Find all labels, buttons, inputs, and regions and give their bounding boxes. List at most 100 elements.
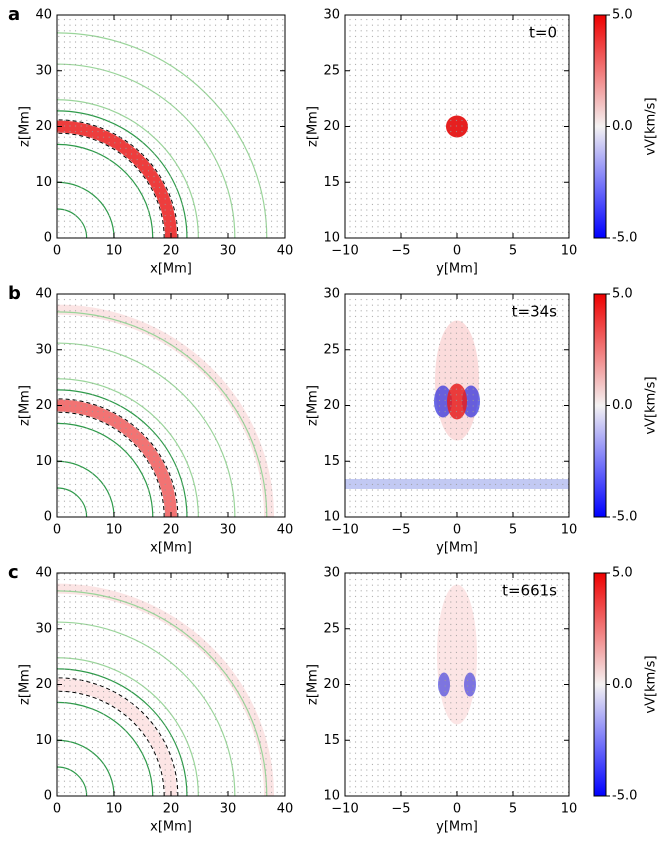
y-tick-label: 20 bbox=[35, 677, 52, 692]
y-axis-label: z[Mm] bbox=[306, 664, 321, 705]
y-tick-label: 0 bbox=[44, 231, 52, 246]
x-tick-label: 40 bbox=[277, 523, 294, 538]
y-tick-label: 40 bbox=[35, 287, 52, 302]
x-tick-label: 0 bbox=[53, 244, 61, 259]
y-axis-label: z[Mm] bbox=[306, 106, 321, 147]
x-tick-label: 40 bbox=[277, 802, 294, 817]
vector-grid bbox=[57, 294, 285, 517]
x-tick-label: 10 bbox=[561, 244, 578, 259]
colorbar bbox=[593, 572, 607, 797]
x-tick-label: 20 bbox=[163, 523, 180, 538]
y-tick-label: 30 bbox=[323, 287, 340, 302]
colorbar-tick-label: 5.0 bbox=[612, 287, 633, 302]
x-tick-label: 0 bbox=[53, 523, 61, 538]
x-tick-label: 30 bbox=[220, 244, 237, 259]
y-tick-label: 15 bbox=[323, 733, 340, 748]
y-tick-label: 20 bbox=[35, 398, 52, 413]
x-axis-label: x[Mm] bbox=[150, 820, 192, 835]
y-axis-label: z[Mm] bbox=[18, 385, 33, 426]
x-tick-label: 0 bbox=[453, 244, 461, 259]
colorbar bbox=[593, 293, 607, 518]
x-tick-label: 0 bbox=[453, 523, 461, 538]
colorbar-label: vV[km/s] bbox=[644, 376, 659, 434]
y-tick-label: 10 bbox=[323, 231, 340, 246]
x-tick-label: 5 bbox=[509, 244, 517, 259]
y-tick-label: 25 bbox=[323, 342, 340, 357]
y-tick-label: 30 bbox=[323, 8, 340, 23]
y-axis-label: z[Mm] bbox=[18, 106, 33, 147]
y-tick-label: 20 bbox=[323, 119, 340, 134]
y-tick-label: 20 bbox=[35, 119, 52, 134]
x-axis-label: x[Mm] bbox=[150, 262, 192, 277]
y-tick-label: 10 bbox=[35, 175, 52, 190]
x-tick-label: 20 bbox=[163, 802, 180, 817]
y-tick-label: 10 bbox=[35, 454, 52, 469]
x-axis-label: y[Mm] bbox=[436, 820, 478, 835]
x-tick-label: 10 bbox=[106, 802, 123, 817]
colorbar-tick-label: -5.0 bbox=[612, 789, 637, 804]
vector-grid bbox=[345, 294, 569, 517]
vector-grid bbox=[345, 15, 569, 238]
y-tick-label: 20 bbox=[323, 677, 340, 692]
y-tick-label: 30 bbox=[323, 566, 340, 581]
x-tick-label: 0 bbox=[453, 802, 461, 817]
y-tick-label: 40 bbox=[35, 566, 52, 581]
y-tick-label: 0 bbox=[44, 789, 52, 804]
vector-grid bbox=[57, 573, 285, 796]
colorbar-tick-label: 0.0 bbox=[612, 398, 633, 413]
plot-area bbox=[57, 573, 285, 796]
x-axis-label: y[Mm] bbox=[436, 262, 478, 277]
y-tick-label: 0 bbox=[44, 510, 52, 525]
y-tick-label: 30 bbox=[35, 63, 52, 78]
panel-label: a bbox=[8, 4, 20, 25]
x-tick-label: 10 bbox=[106, 244, 123, 259]
colorbar-label: vV[km/s] bbox=[644, 97, 659, 155]
y-tick-label: 15 bbox=[323, 175, 340, 190]
x-tick-label: −10 bbox=[331, 802, 358, 817]
colorbar-label: vV[km/s] bbox=[644, 655, 659, 713]
colorbar-tick-label: -5.0 bbox=[612, 510, 637, 525]
x-tick-label: 10 bbox=[561, 802, 578, 817]
annotation: t=34s bbox=[512, 303, 558, 321]
y-tick-label: 30 bbox=[35, 342, 52, 357]
x-tick-label: 5 bbox=[509, 802, 517, 817]
colorbar-tick-label: -5.0 bbox=[612, 231, 637, 246]
x-axis-label: x[Mm] bbox=[150, 541, 192, 556]
panel-label: c bbox=[8, 562, 19, 583]
y-tick-label: 25 bbox=[323, 621, 340, 636]
panel-label: b bbox=[8, 283, 21, 304]
plot-area bbox=[57, 15, 285, 238]
y-tick-label: 25 bbox=[323, 63, 340, 78]
y-tick-label: 30 bbox=[35, 621, 52, 636]
vector-grid bbox=[345, 573, 569, 796]
plot-area bbox=[345, 15, 569, 238]
y-tick-label: 15 bbox=[323, 454, 340, 469]
x-tick-label: −10 bbox=[331, 523, 358, 538]
x-tick-label: −5 bbox=[391, 802, 410, 817]
x-tick-label: 10 bbox=[561, 523, 578, 538]
x-tick-label: 30 bbox=[220, 523, 237, 538]
plot-area bbox=[57, 294, 285, 517]
colorbar-tick-label: 0.0 bbox=[612, 677, 633, 692]
colorbar-tick-label: 0.0 bbox=[612, 119, 633, 134]
colorbar-tick-label: 5.0 bbox=[612, 8, 633, 23]
x-tick-label: −10 bbox=[331, 244, 358, 259]
vector-grid bbox=[57, 15, 285, 238]
x-tick-label: 0 bbox=[53, 802, 61, 817]
x-tick-label: 40 bbox=[277, 244, 294, 259]
y-tick-label: 20 bbox=[323, 398, 340, 413]
colorbar bbox=[593, 14, 607, 239]
y-axis-label: z[Mm] bbox=[306, 385, 321, 426]
x-tick-label: 10 bbox=[106, 523, 123, 538]
x-tick-label: −5 bbox=[391, 244, 410, 259]
x-tick-label: −5 bbox=[391, 523, 410, 538]
y-tick-label: 10 bbox=[35, 733, 52, 748]
annotation: t=661s bbox=[502, 582, 557, 600]
y-axis-label: z[Mm] bbox=[18, 664, 33, 705]
y-tick-label: 10 bbox=[323, 789, 340, 804]
colorbar-tick-label: 5.0 bbox=[612, 566, 633, 581]
x-axis-label: y[Mm] bbox=[436, 541, 478, 556]
plot-area bbox=[345, 573, 569, 796]
x-tick-label: 30 bbox=[220, 802, 237, 817]
